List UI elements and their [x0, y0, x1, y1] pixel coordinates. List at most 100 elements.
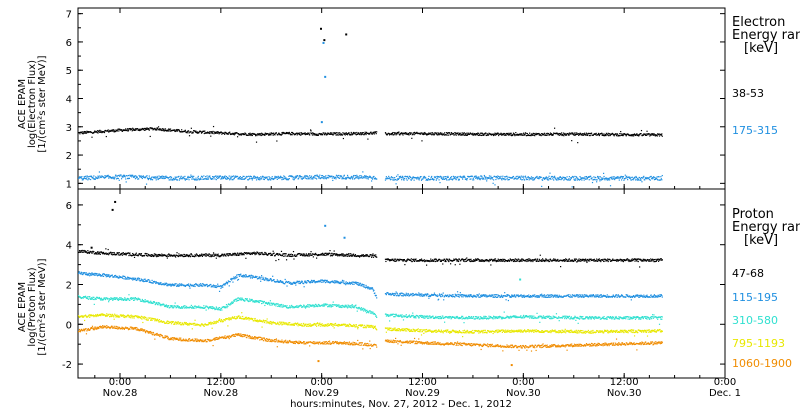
data-point [522, 134, 524, 136]
data-point [274, 175, 276, 178]
data-point [376, 256, 378, 258]
data-point [335, 253, 338, 255]
data-point [488, 177, 490, 179]
data-point [354, 177, 356, 180]
data-point [577, 177, 579, 180]
data-point [512, 258, 514, 261]
data-point [88, 252, 90, 255]
data-point [447, 294, 449, 296]
data-point [502, 133, 504, 135]
data-point [187, 283, 190, 285]
data-point [588, 295, 590, 297]
spike-point [320, 121, 323, 124]
data-point [463, 176, 466, 178]
data-point [212, 176, 214, 178]
data-point [419, 295, 421, 297]
data-point [445, 294, 447, 297]
data-point [155, 128, 157, 130]
data-point [490, 264, 492, 266]
data-point [360, 134, 363, 136]
data-point [260, 253, 262, 256]
data-point [485, 260, 487, 262]
data-point [633, 133, 636, 135]
data-point [305, 253, 308, 255]
data-point [344, 255, 346, 257]
data-point [504, 176, 506, 178]
data-point [89, 252, 91, 254]
data-point [498, 134, 500, 137]
data-point [492, 182, 494, 184]
data-point [364, 177, 366, 179]
data-point [294, 133, 296, 136]
data-point [414, 294, 416, 296]
data-point [479, 259, 481, 261]
data-point [246, 176, 248, 178]
proton-ytick-label: 2 [66, 280, 72, 291]
data-point [301, 253, 303, 256]
data-point [635, 176, 638, 178]
data-point [633, 177, 635, 179]
data-point [413, 260, 416, 263]
data-point [538, 258, 540, 260]
data-point [191, 178, 193, 180]
data-point [222, 286, 224, 288]
data-point [575, 295, 577, 297]
data-point [629, 176, 631, 178]
data-point [297, 280, 300, 283]
data-point [425, 179, 427, 181]
data-point [132, 254, 134, 256]
data-point [513, 259, 516, 262]
data-point [481, 176, 483, 178]
data-point [229, 133, 231, 135]
data-point [409, 132, 411, 134]
data-point [503, 132, 505, 135]
data-point [657, 260, 660, 262]
data-point [241, 177, 243, 179]
data-point [580, 177, 582, 179]
data-point [529, 132, 531, 134]
data-point [495, 294, 497, 296]
data-point [560, 176, 562, 179]
data-point [127, 174, 130, 177]
data-point [206, 285, 209, 288]
data-point [237, 177, 240, 179]
data-point [556, 179, 558, 181]
data-point [424, 131, 426, 134]
data-point [428, 175, 430, 178]
data-point [278, 177, 280, 179]
data-point [131, 130, 133, 132]
data-point [660, 176, 662, 178]
data-point [206, 132, 208, 134]
data-point [452, 178, 454, 180]
data-point [470, 294, 472, 296]
data-point [270, 253, 272, 255]
data-point [225, 178, 227, 180]
data-point [438, 176, 441, 178]
data-point [285, 177, 287, 179]
data-point [535, 260, 538, 263]
data-point [161, 284, 163, 286]
data-point [641, 181, 643, 183]
data-point [340, 133, 343, 135]
data-point [90, 272, 93, 274]
data-point [286, 285, 288, 287]
data-point [455, 133, 457, 135]
data-point [570, 177, 572, 180]
data-point [287, 255, 289, 257]
data-point [231, 254, 234, 256]
data-point [280, 250, 283, 252]
data-point [141, 177, 143, 180]
data-point [456, 294, 458, 296]
data-point [482, 294, 484, 297]
data-point [419, 177, 421, 179]
data-point [279, 175, 282, 177]
data-point [263, 253, 265, 255]
data-point [285, 259, 288, 261]
data-point [336, 281, 338, 283]
data-point [457, 293, 459, 296]
data-point [567, 259, 569, 261]
data-point [210, 177, 212, 180]
data-point [648, 177, 650, 179]
data-point [276, 279, 278, 281]
